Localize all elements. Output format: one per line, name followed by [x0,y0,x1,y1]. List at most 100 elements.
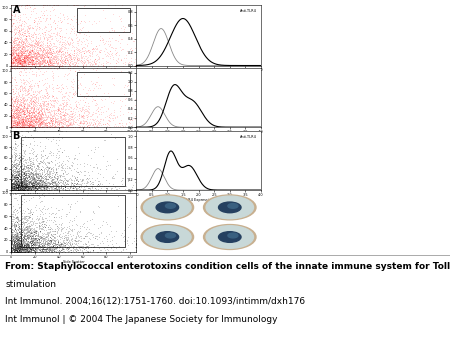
Point [30,53,37,58]
Point [33,167,40,173]
Point [40,123,48,128]
Point [18,166,25,171]
Point [77,42,85,47]
Point [27,240,35,246]
Point [90,247,97,252]
Point [18,183,25,189]
Point [27,113,34,118]
Point [13,98,20,103]
Point [14,37,21,43]
Point [25,231,32,236]
Point [58,63,66,68]
Point [15,155,22,161]
Point [53,186,60,191]
Point [13,185,20,190]
Point [13,106,20,112]
Point [54,183,61,189]
Point [63,187,70,193]
Point [22,182,29,188]
Point [12,235,19,240]
Point [42,222,50,227]
Point [33,101,40,107]
Point [112,45,120,51]
Point [39,182,46,187]
Point [18,183,25,188]
Point [49,249,56,255]
Point [37,241,44,246]
Point [26,243,33,249]
Point [33,163,40,168]
Point [36,246,44,251]
Point [45,63,52,68]
Point [54,183,61,188]
Point [85,40,92,46]
Point [20,242,27,248]
Point [8,113,15,119]
Point [11,249,18,255]
Point [19,249,26,255]
Point [15,49,22,54]
Point [19,61,27,66]
Point [39,234,46,239]
Point [8,56,15,62]
Point [14,179,22,184]
Point [68,185,75,190]
Point [26,116,33,121]
Point [23,178,31,184]
Point [9,112,17,118]
Point [70,247,77,252]
Point [21,243,28,249]
Point [16,181,23,187]
Point [52,63,59,68]
Point [71,156,78,162]
Point [39,59,46,64]
Point [10,118,18,123]
Point [12,187,19,193]
Point [8,182,15,188]
Point [34,216,41,221]
Point [39,101,46,106]
Point [15,240,22,245]
Point [22,248,30,254]
Point [71,178,78,183]
Point [46,45,53,51]
Point [117,56,125,61]
Point [13,233,20,238]
Point [22,242,29,248]
Point [19,124,26,130]
Point [133,56,140,62]
Point [16,84,23,89]
Point [40,58,48,64]
Point [57,177,64,183]
Point [67,53,74,58]
Point [39,246,46,252]
Point [57,101,64,106]
Point [24,25,32,31]
Point [18,246,25,251]
Point [40,226,47,231]
Point [32,179,39,185]
Point [76,120,83,125]
Point [41,96,48,101]
Point [12,172,19,178]
Point [17,249,24,255]
Point [18,51,25,56]
Point [17,180,24,186]
Point [35,58,42,63]
Point [86,162,94,168]
Point [18,154,25,160]
Point [20,124,27,130]
Point [104,50,111,55]
Point [29,229,36,235]
Point [31,112,38,118]
Point [45,175,52,180]
Point [22,148,29,154]
Point [17,115,24,120]
Point [40,191,47,196]
Point [50,100,57,106]
Point [133,54,140,59]
Point [31,172,38,178]
Point [12,183,19,188]
Point [19,41,27,47]
Point [32,119,39,124]
